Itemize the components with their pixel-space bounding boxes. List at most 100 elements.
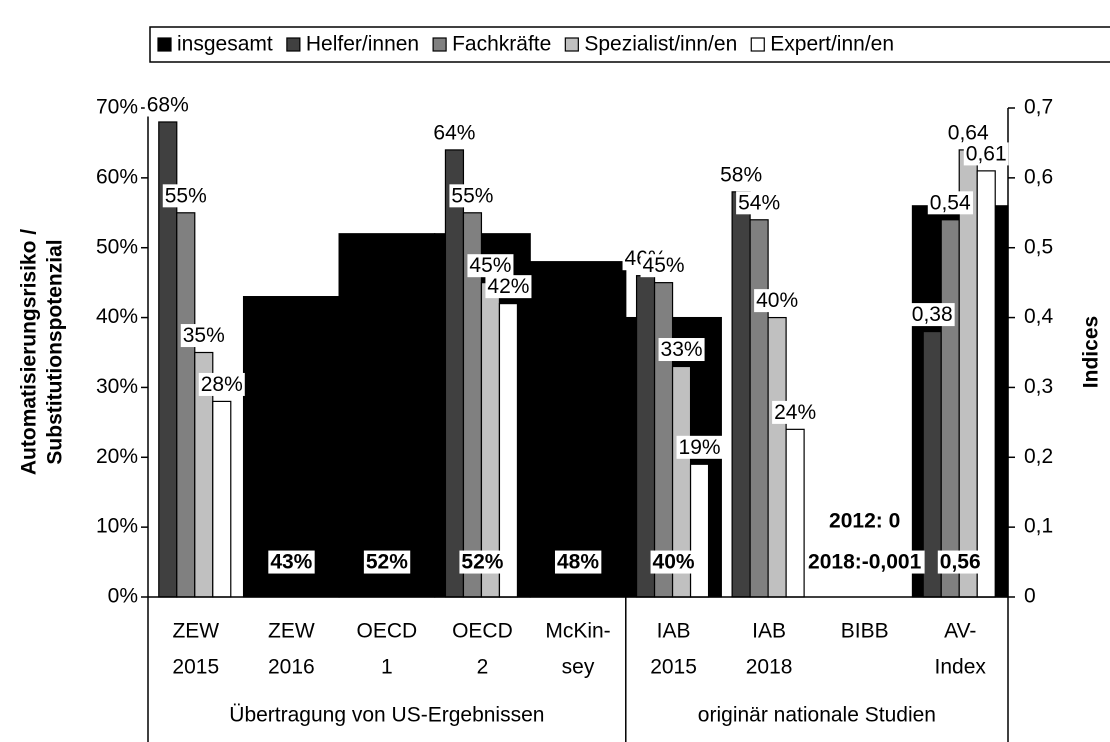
y-tick-label: 50% (96, 235, 138, 258)
value-label-bg (640, 254, 687, 278)
value-label-bg (144, 93, 191, 117)
y2-tick-label: 0,3 (1024, 375, 1053, 398)
legend-box (149, 26, 1110, 63)
annotation: 2012: 0 (829, 510, 900, 533)
y2-tick-label: 0,4 (1024, 305, 1054, 328)
value-label: 35% (183, 324, 225, 347)
value-label: 68% (147, 94, 189, 117)
y-tick-label: 60% (96, 165, 138, 188)
bar (212, 400, 232, 598)
x-tick-label: 2015 (172, 656, 219, 679)
bar (940, 219, 960, 598)
value-label: 58% (720, 163, 762, 186)
y-tick-label: 30% (96, 375, 138, 398)
value-label: 64% (433, 121, 475, 144)
value-label-bg (927, 191, 973, 215)
value-label: 42% (487, 275, 529, 298)
value-label: 33% (661, 338, 703, 361)
y-tick-label: 40% (96, 305, 138, 328)
value-label-bg (485, 275, 532, 299)
value-label: 40% (653, 551, 695, 574)
bar (767, 316, 787, 598)
value-label-bg (772, 400, 819, 424)
bar (529, 261, 627, 598)
value-label-bg (180, 324, 227, 348)
value-label-bg (459, 550, 506, 574)
x-tick-label: 2018 (746, 656, 793, 679)
value-label-bg (162, 184, 209, 208)
value-label-bg (718, 163, 765, 187)
value-label-bg (449, 184, 496, 208)
y-axis-title: Automatisierungsrisiko / (18, 229, 41, 475)
bar (242, 296, 340, 598)
y-tick-label: 10% (96, 515, 138, 538)
annotation: 2018:-0,001 (808, 551, 922, 574)
x-tick-label: BIBB (841, 620, 889, 643)
value-label: 0,38 (912, 303, 953, 326)
value-label: 0,64 (948, 121, 989, 144)
y-tick-label: 70% (96, 96, 138, 119)
value-label-bg (736, 191, 783, 215)
value-label-bg (963, 142, 1009, 166)
bar (444, 149, 465, 598)
legend-swatch (432, 37, 447, 52)
x-tick-label: McKin- (545, 620, 610, 643)
x-tick-label: ZEW (172, 620, 219, 643)
y2-tick-label: 0,6 (1024, 165, 1053, 188)
value-label: 55% (451, 184, 493, 207)
x-tick-label: OECD (357, 620, 418, 643)
x-tick-label: IAB (752, 620, 786, 643)
legend-swatch (750, 37, 765, 52)
value-label: 52% (461, 551, 503, 574)
value-label-bg (198, 372, 245, 396)
legend-swatch (564, 37, 579, 52)
value-label: 19% (679, 436, 721, 459)
bar (635, 275, 656, 598)
x-tick-label: OECD (452, 620, 513, 643)
legend-label: Spezialist/inn/en (584, 33, 737, 56)
value-label: 40% (756, 289, 798, 312)
group-label: Übertragung von US-Ergebnissen (229, 704, 544, 727)
x-tick-label: ZEW (268, 620, 315, 643)
value-label-bg (909, 303, 955, 327)
x-tick-label: AV- (944, 620, 976, 643)
value-label: 55% (165, 184, 207, 207)
bar (976, 170, 996, 598)
value-label-bg (363, 550, 411, 574)
legend-label: Helfer/innen (306, 33, 419, 56)
value-label-bg (658, 338, 705, 362)
value-label-bg (650, 550, 697, 574)
value-label-bg (431, 121, 478, 145)
bar (689, 463, 710, 598)
bar (338, 233, 436, 598)
x-tick-label: 2 (477, 656, 489, 679)
y-tick-label: 20% (96, 445, 138, 468)
y2-tick-label: 0 (1024, 585, 1036, 608)
group-label: originär nationale Studien (698, 704, 936, 727)
y2-tick-label: 0,5 (1024, 235, 1053, 258)
y2-axis-title: Indices (1080, 316, 1103, 388)
annotation-bg (826, 509, 904, 533)
bar (176, 212, 196, 598)
x-tick-label: sey (562, 656, 595, 679)
value-label: 52% (366, 551, 408, 574)
x-tick-label: Index (935, 656, 987, 679)
legend-swatch (286, 37, 301, 52)
value-label-bg (467, 254, 514, 278)
bar (731, 191, 751, 598)
value-label: 54% (738, 191, 780, 214)
y-tick-label: 0% (108, 585, 138, 608)
value-label-bg (937, 550, 983, 574)
legend-swatch (157, 37, 172, 52)
x-tick-label: 1 (381, 656, 393, 679)
y2-tick-label: 0,2 (1024, 445, 1053, 468)
y2-tick-label: 0,7 (1024, 96, 1053, 119)
legend-label: Expert/inn/en (770, 33, 894, 56)
legend-label: Fachkräfte (452, 33, 551, 56)
value-label: 43% (270, 551, 312, 574)
x-tick-label: 2016 (268, 656, 315, 679)
bar (749, 219, 769, 598)
annotation-bg (805, 550, 925, 574)
y2-tick-label: 0,1 (1024, 515, 1053, 538)
